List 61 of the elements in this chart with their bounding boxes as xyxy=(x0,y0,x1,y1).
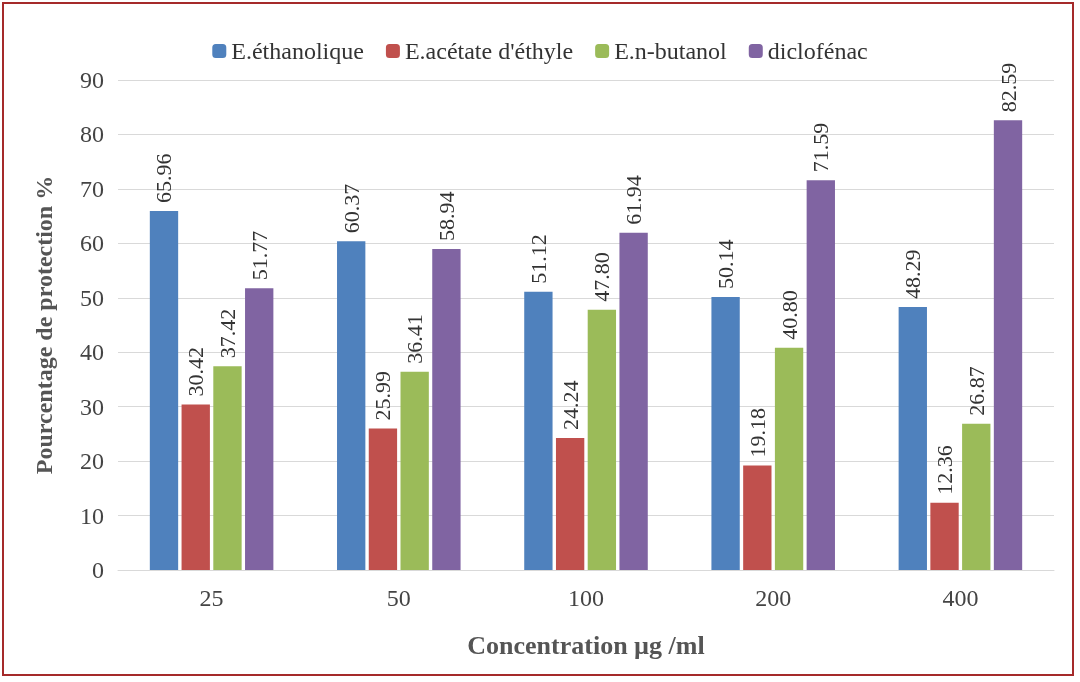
data-label: 19.18 xyxy=(744,408,770,458)
bar xyxy=(774,347,804,570)
data-label: 71.59 xyxy=(808,122,834,173)
y-tick-label: 20 xyxy=(80,448,104,475)
y-tick-label: 70 xyxy=(80,175,104,202)
y-tick-label: 50 xyxy=(80,284,104,311)
legend-label: E.éthanolique xyxy=(231,38,364,64)
data-label: 26.87 xyxy=(963,366,989,416)
data-label: 50.14 xyxy=(713,239,739,290)
data-label: 30.42 xyxy=(183,346,209,397)
y-tick-label: 60 xyxy=(80,230,104,257)
bar xyxy=(181,404,210,570)
bar xyxy=(993,120,1023,570)
y-tick-label: 40 xyxy=(80,339,104,366)
bar xyxy=(400,371,429,570)
data-label: 24.24 xyxy=(557,380,583,431)
bar xyxy=(743,465,772,570)
y-tick-label: 10 xyxy=(80,502,104,529)
bar xyxy=(213,366,242,570)
y-tick-label: 90 xyxy=(80,67,104,93)
bar xyxy=(619,232,648,570)
legend-label: diclofénac xyxy=(767,38,868,64)
bar xyxy=(806,180,835,570)
bar xyxy=(711,297,740,570)
data-label: 48.29 xyxy=(900,249,926,300)
y-tick-label: 30 xyxy=(80,393,104,420)
x-tick-label: 50 xyxy=(386,585,411,611)
data-label: 61.94 xyxy=(621,175,647,225)
bar xyxy=(587,309,617,570)
data-label: 58.94 xyxy=(433,191,459,242)
bar xyxy=(524,291,553,570)
data-label: 47.80 xyxy=(589,252,615,302)
bar xyxy=(337,241,366,570)
data-label: 40.80 xyxy=(776,290,802,340)
data-label: 51.77 xyxy=(246,230,272,281)
x-tick-label: 400 xyxy=(942,585,979,611)
y-tick-label: 80 xyxy=(80,121,104,148)
x-tick-label: 25 xyxy=(199,585,224,611)
bar xyxy=(962,423,991,570)
bar xyxy=(930,502,959,570)
bar xyxy=(555,438,585,570)
y-tick-label: 0 xyxy=(92,557,104,583)
data-label: 65.96 xyxy=(151,153,177,203)
x-tick-label: 200 xyxy=(755,585,792,611)
data-label: 36.41 xyxy=(402,314,428,364)
data-label: 82.59 xyxy=(995,62,1021,113)
data-label: 51.12 xyxy=(525,234,551,284)
legend-label: E.n-butanol xyxy=(614,38,728,64)
bar xyxy=(432,249,461,570)
legend-label: E.acétate d'éthyle xyxy=(404,38,574,64)
data-label: 37.42 xyxy=(214,308,240,359)
bar xyxy=(245,288,274,570)
data-label: 25.99 xyxy=(370,371,396,421)
x-tick-label: 100 xyxy=(568,585,604,611)
data-label: 12.36 xyxy=(932,445,958,495)
data-label: 60.37 xyxy=(338,183,364,234)
bar xyxy=(149,210,179,570)
bar xyxy=(368,428,398,570)
x-axis-title: Concentration µg /ml xyxy=(467,630,705,660)
bar xyxy=(898,307,927,570)
y-axis-title: Pourcentage de protection % xyxy=(31,175,57,475)
